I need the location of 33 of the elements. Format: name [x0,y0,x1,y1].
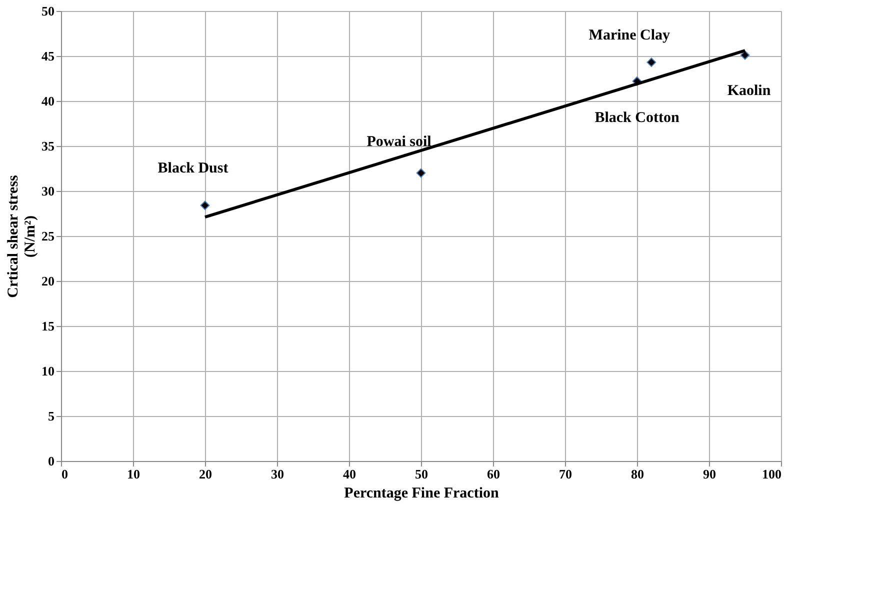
y-tick-label: 15 [42,318,55,334]
x-tick-label: 50 [415,466,428,482]
y-tick-label: 25 [42,228,55,244]
annotation: Black Cotton [594,110,680,126]
y-tick-label: 40 [42,94,54,108]
x-tick-label: 90 [703,466,716,482]
x-tick-label: 80 [631,466,644,482]
x-axis-title: Percntage Fine Fraction [344,486,500,502]
y-tick-label: 5 [48,408,55,424]
x-tick-label: 40 [343,466,356,482]
y-tick-label: 20 [42,274,54,288]
point [646,58,656,67]
y-tick-label: 0 [48,454,54,468]
y-tick-label: 35 [42,138,55,154]
point [740,50,750,60]
annotation: Marine Clay [588,27,671,44]
x-tick-label: 0 [62,466,68,482]
annotation: Powai soil [366,134,432,150]
annotation: Kaolin [727,83,772,100]
annotation: Black Dust [158,160,228,176]
x-tick-label: 30 [271,466,284,482]
x-tick-label: 10 [127,466,140,482]
x-tick-label: 60 [487,466,500,482]
y-tick-label: 30 [42,184,54,198]
point [200,200,210,210]
y-tick-label: 10 [42,364,54,378]
y-axis-title: Crtical shear stress (N/m²) [6,174,38,298]
y-tick-label: 45 [42,48,55,64]
x-tick-label: 70 [559,466,572,482]
x-tick-label: 100 [762,466,782,482]
y-tick-label: 50 [42,4,54,18]
x-tick-label: 20 [199,466,212,482]
point [416,168,426,178]
